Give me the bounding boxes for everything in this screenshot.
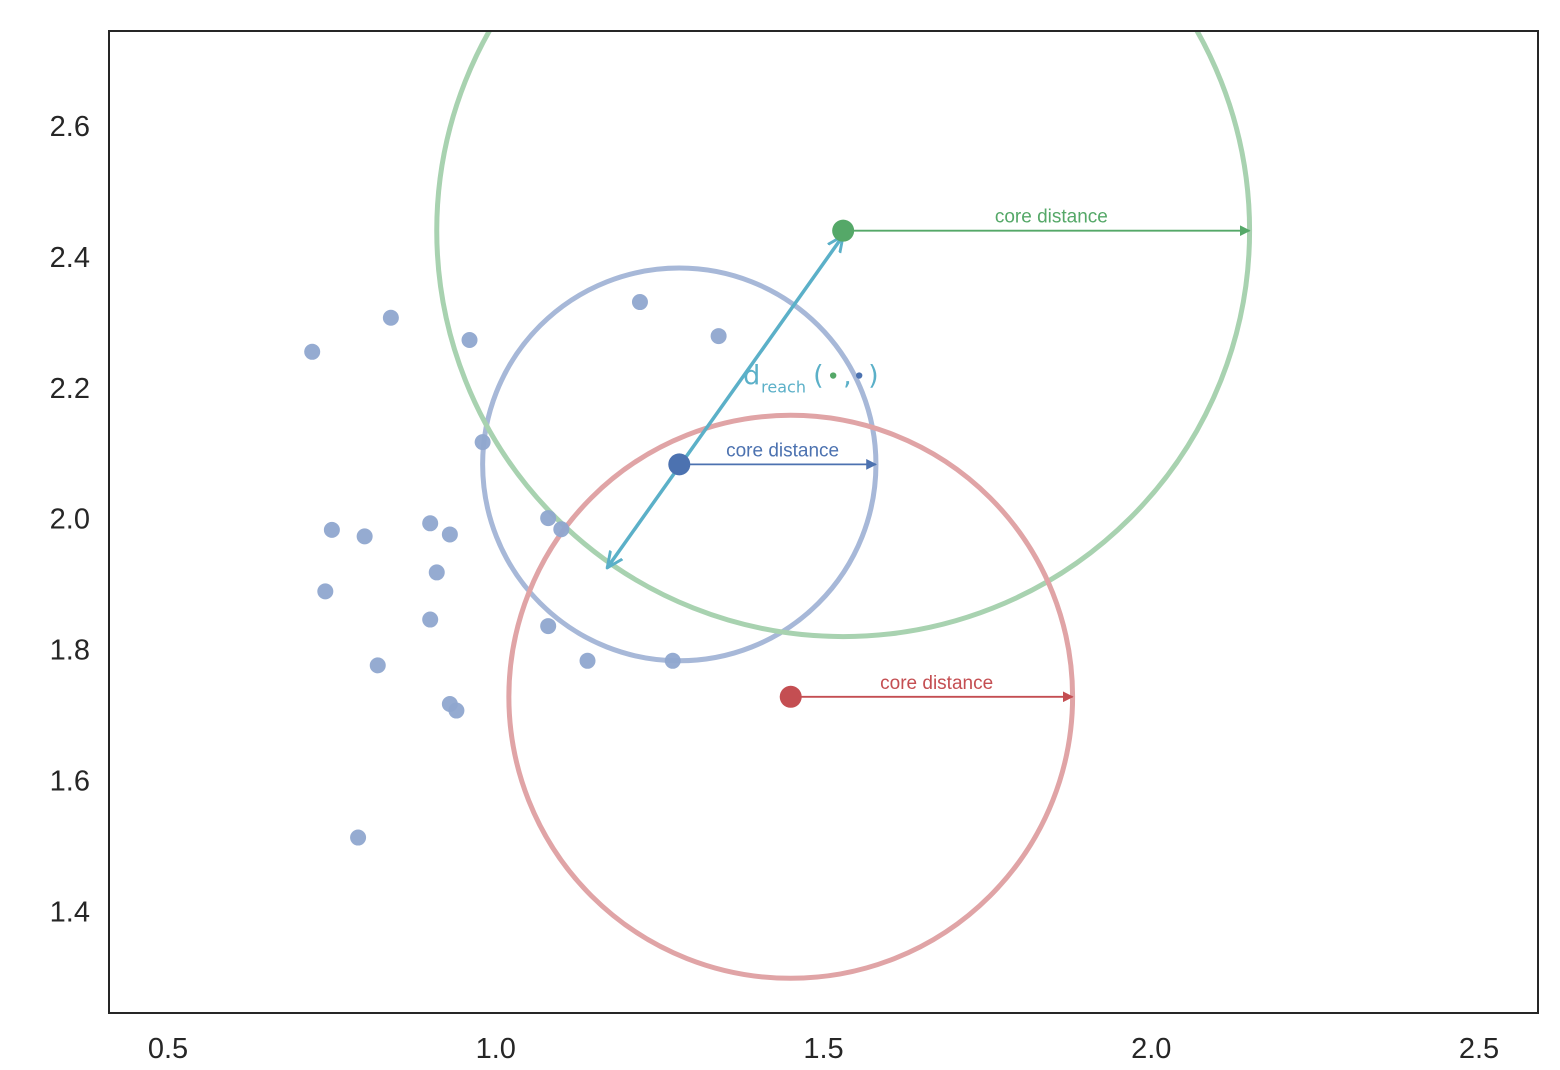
reachability-arrow <box>607 236 843 568</box>
data-point <box>356 528 373 545</box>
reach-d: d <box>743 361 760 392</box>
reach-comma: , <box>843 361 852 392</box>
y-tick-label: 2.4 <box>50 242 90 274</box>
data-point <box>382 309 399 326</box>
y-tick-label: 1.6 <box>50 766 90 798</box>
highlighted-point-red <box>779 685 802 708</box>
data-point <box>428 564 445 581</box>
reach-subscript: reach <box>761 378 806 397</box>
annotations: core distance core distance core distance d… <box>726 207 1108 694</box>
plot-frame <box>108 30 1539 1014</box>
data-point <box>448 702 465 719</box>
reach-close-paren: ) <box>868 361 879 392</box>
y-tick-label: 2.2 <box>50 373 90 405</box>
y-tick-label: 1.4 <box>50 897 90 929</box>
reach-open-paren: ( <box>813 361 824 392</box>
x-tick-label: 1.0 <box>476 1033 516 1065</box>
x-tick-label: 1.5 <box>803 1033 843 1065</box>
data-point <box>369 657 386 674</box>
data-point <box>710 328 727 345</box>
highlighted-point-blue <box>668 453 691 476</box>
core-distance-label-green: core distance <box>995 207 1108 228</box>
data-point <box>422 515 439 532</box>
data-point <box>441 526 458 543</box>
y-axis-ticks: 1.4 1.6 1.8 2.0 2.2 2.4 2.6 <box>50 111 90 929</box>
reach-green-dot <box>829 372 837 379</box>
y-tick-label: 1.8 <box>50 635 90 667</box>
x-tick-label: 2.0 <box>1131 1033 1171 1065</box>
data-point <box>553 521 570 538</box>
y-tick-label: 2.0 <box>50 504 90 536</box>
core-distance-arrows <box>607 225 1251 703</box>
data-point <box>422 611 439 628</box>
x-tick-label: 2.5 <box>1459 1033 1499 1065</box>
plot-background <box>109 31 1538 1013</box>
data-point <box>631 294 648 311</box>
y-tick-label: 2.6 <box>50 111 90 143</box>
core-distance-label-blue: core distance <box>726 440 839 461</box>
data-point <box>474 434 491 451</box>
data-point <box>579 652 596 669</box>
highlighted-points <box>668 219 855 708</box>
data-point <box>350 829 367 846</box>
reachability-label: d reach (,) <box>743 361 879 397</box>
data-point <box>323 521 340 538</box>
data-point <box>317 583 334 600</box>
data-point <box>664 652 681 669</box>
data-point <box>540 618 557 635</box>
highlighted-point-green <box>832 219 855 242</box>
data-point <box>540 510 557 527</box>
x-axis-ticks: 0.5 1.0 1.5 2.0 2.5 <box>148 1033 1499 1065</box>
data-point <box>304 343 321 360</box>
core-distance-label-red: core distance <box>880 673 993 694</box>
data-point <box>461 332 478 349</box>
x-tick-label: 0.5 <box>148 1033 188 1065</box>
reach-blue-dot <box>855 372 863 379</box>
